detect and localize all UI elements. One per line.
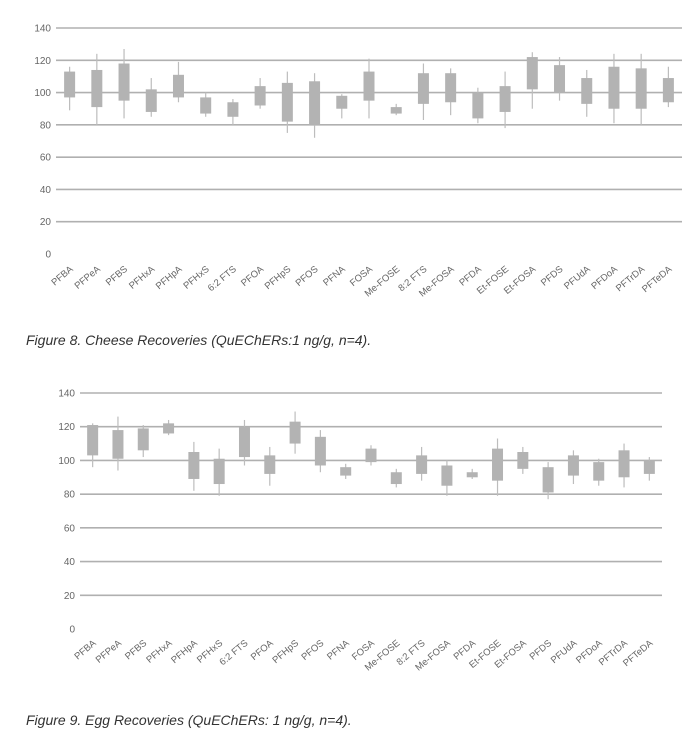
cheese-category-label: PFHpS (263, 264, 294, 292)
cheese-category-label: PFHpA (154, 263, 185, 292)
cheese-category-label: PFUdA (562, 263, 593, 292)
cheese-box-pfds (554, 65, 566, 93)
egg-box-me-fosa (441, 465, 453, 486)
cheese-y-tick-label: 20 (40, 217, 52, 228)
cheese-box-8-2-fts (417, 73, 429, 104)
cheese-y-tick-label: 40 (40, 185, 52, 196)
egg-category-label: PFPeA (94, 637, 125, 665)
egg-box-pfda (466, 472, 478, 478)
egg-box-et-fose (492, 448, 504, 481)
cheese-box-pfpea (91, 69, 103, 108)
egg-box-pfpea (112, 430, 124, 459)
cheese-y-tick-label: 120 (34, 56, 51, 67)
cheese-box-pfhps (281, 82, 293, 122)
egg-box-et-fosa (517, 452, 529, 469)
cheese-box-pfoa (254, 86, 266, 106)
cheese-box-pfhxa (145, 89, 157, 112)
cheese-y-tick-label: 140 (34, 24, 51, 35)
cheese-box-6-2-fts (227, 102, 239, 117)
cheese-category-label: PFTeDA (640, 263, 675, 295)
egg-category-label: PFHxA (144, 637, 175, 665)
cheese-box-me-fosa (445, 73, 457, 103)
cheese-box-pfbs (118, 63, 130, 101)
cheese-category-label: 6:2 FTS (206, 264, 239, 294)
egg-box-pfhpa (188, 452, 200, 479)
egg-y-tick-label: 120 (58, 422, 75, 433)
cheese-category-label: PFHxA (127, 263, 158, 291)
egg-category-label: PFHpS (270, 638, 301, 666)
figure-9-caption: Figure 9. Egg Recoveries (QuEChERs: 1 ng… (26, 712, 352, 728)
egg-box-pfteda (643, 460, 655, 474)
egg-category-label: PFNA (325, 637, 352, 662)
egg-y-tick-label: 20 (64, 591, 76, 602)
egg-box-pfhxa (163, 423, 175, 434)
cheese-y-tick-label: 100 (34, 88, 51, 99)
figure-8-caption: Figure 8. Cheese Recoveries (QuEChERs:1 … (26, 332, 372, 348)
cheese-box-pfuda (581, 78, 593, 104)
egg-box-fosa (365, 448, 377, 463)
cheese-recoveries-chart: 0 20 40 60 80 100 120 140 PFBA PFPeA PFBS PFHxA PFHp… (0, 0, 692, 320)
cheese-box-me-fose (390, 107, 402, 114)
cheese-category-label: PFDS (539, 264, 565, 289)
cheese-box-pfba (64, 71, 76, 98)
cheese-category-label: PFOS (294, 264, 321, 289)
egg-box-pfoa (264, 455, 276, 474)
egg-box-pfba (87, 425, 99, 456)
cheese-category-label: PFBS (104, 264, 130, 288)
egg-category-label: PFHpA (169, 637, 200, 666)
cheese-box-fosa (363, 71, 375, 101)
cheese-box-et-fosa (526, 57, 538, 90)
egg-y-tick-label: 140 (58, 389, 75, 400)
egg-box-pfds (542, 467, 554, 493)
cheese-box-pfos (309, 81, 321, 125)
egg-box-me-fose (390, 472, 402, 485)
egg-y-tick-label: 60 (64, 523, 76, 534)
egg-category-label: 6:2 FTS (217, 638, 250, 668)
cheese-box-pfna (336, 95, 348, 109)
egg-box-pfbs (137, 428, 149, 451)
cheese-box-et-fose (499, 86, 511, 112)
egg-y-tick-label: 100 (58, 456, 75, 467)
egg-box-pfna (340, 467, 352, 476)
egg-y-tick-label: 40 (64, 557, 76, 568)
egg-recoveries-chart: 0 20 40 60 80 100 120 140 PFBA PFPeA PFBS PFHxA PFHp… (0, 380, 692, 700)
cheese-box-pfhxs (200, 97, 212, 114)
egg-category-label: PFUdA (549, 637, 580, 666)
egg-y-tick-label: 0 (69, 625, 75, 636)
egg-category-label: PFOS (299, 638, 326, 663)
cheese-category-label: PFOA (239, 263, 266, 288)
egg-box-pfuda (567, 455, 579, 476)
egg-box-6-2-fts (238, 426, 250, 458)
cheese-category-label: PFBA (49, 263, 76, 288)
cheese-y-tick-label: 60 (40, 153, 52, 164)
cheese-y-tick-label: 0 (45, 250, 51, 261)
egg-box-pftrda (618, 450, 630, 478)
cheese-category-label: PFNA (321, 263, 348, 288)
egg-box-pfhxs (213, 458, 225, 485)
cheese-box-pfdoa (608, 66, 620, 109)
egg-y-tick-label: 80 (64, 490, 76, 501)
cheese-box-pfda (472, 92, 484, 119)
cheese-category-label: PFPeA (73, 263, 104, 291)
cheese-box-pftrda (635, 68, 647, 109)
egg-box-pfhps (289, 421, 301, 444)
egg-box-pfos (314, 436, 326, 466)
cheese-y-tick-label: 80 (40, 120, 52, 131)
egg-box-8-2-fts (416, 455, 428, 474)
egg-box-pfdoa (593, 462, 605, 481)
cheese-box-pfhpa (172, 74, 184, 98)
cheese-box-pfteda (662, 78, 674, 103)
